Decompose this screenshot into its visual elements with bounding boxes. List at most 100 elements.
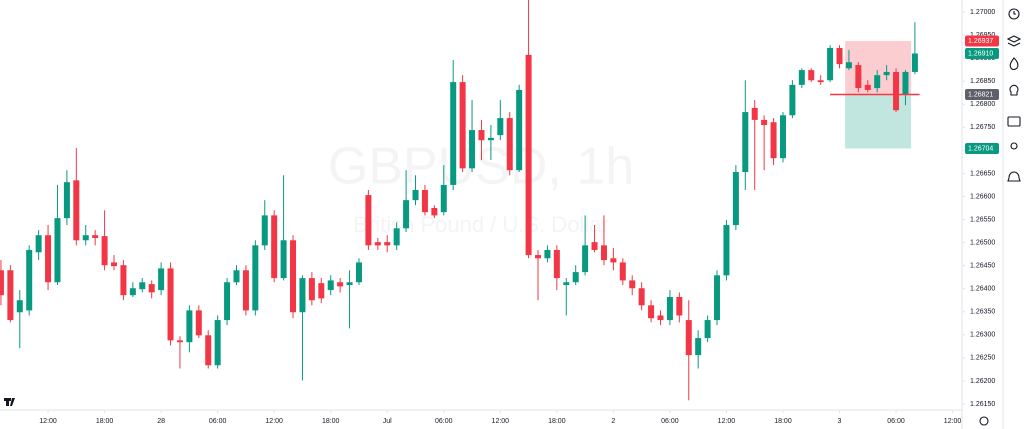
clock-hand (1013, 11, 1016, 15)
candle-body (129, 288, 136, 296)
price-badge (965, 143, 999, 155)
candle-body (205, 335, 212, 366)
candle-body (440, 184, 447, 213)
candle-body (836, 47, 843, 65)
settings-icon[interactable] (979, 416, 989, 426)
x-tick-label: Jul (383, 418, 392, 425)
y-tick-label: 1.26250 (970, 355, 995, 362)
candle-body (911, 53, 918, 72)
x-tick-label: 18:00 (322, 418, 340, 425)
hotlist-icon[interactable] (1009, 57, 1019, 71)
candle-body (450, 82, 457, 185)
candle-body (883, 71, 890, 76)
candle-body (582, 245, 589, 273)
candle-body (657, 315, 664, 321)
x-tick-label: 06:00 (661, 418, 679, 425)
candle-body (648, 305, 655, 319)
x-tick-label: 12:00 (39, 418, 57, 425)
x-tick-label: 12:00 (718, 418, 736, 425)
candle-body (789, 84, 796, 116)
candle-body (732, 172, 739, 226)
candle-body (271, 215, 278, 279)
candle-body (365, 195, 372, 246)
candle-body (723, 225, 730, 276)
candle-body (252, 245, 259, 311)
candle-body (242, 270, 249, 311)
candle-body (280, 240, 287, 279)
candle-body (139, 282, 146, 290)
candle-body (214, 320, 221, 366)
candle-body (355, 262, 362, 283)
candle-body (714, 275, 721, 321)
logo (4, 398, 15, 406)
candle-body (158, 268, 165, 291)
x-tick-label: 18:00 (774, 418, 792, 425)
candle-body (63, 182, 70, 219)
candle-body (35, 235, 42, 253)
candle-body (779, 115, 786, 159)
candle-body (82, 235, 89, 241)
y-tick-label: 1.26150 (970, 401, 995, 408)
candle-body (619, 262, 626, 281)
y-tick-label: 1.26450 (970, 262, 995, 269)
x-tick-label: 3 (838, 418, 842, 425)
candle-body (186, 310, 193, 343)
candle-body (525, 54, 532, 256)
candle-body (233, 270, 240, 283)
candle-body (742, 112, 749, 173)
candle-body (600, 245, 607, 261)
x-tick-label: 18:00 (96, 418, 114, 425)
candle-body (195, 310, 202, 336)
alert-icon[interactable] (1007, 171, 1021, 182)
y-tick-label: 1.26400 (970, 286, 995, 293)
x-tick-label: 12:00 (265, 418, 283, 425)
candle-body (808, 70, 815, 81)
y-tick-label: 1.26500 (970, 239, 995, 246)
candle-body (318, 283, 325, 299)
candle-body (327, 280, 334, 291)
candle-body (224, 282, 231, 321)
candle-body (45, 235, 52, 283)
candle-body (845, 62, 852, 69)
candle-body (16, 300, 23, 313)
price-badge-label: 1.26704 (968, 145, 993, 152)
candle-body (770, 122, 777, 159)
price-badge-label: 1.26937 (968, 38, 993, 45)
candle-body (412, 190, 419, 201)
candle-body (308, 278, 315, 301)
y-tick-label: 1.26850 (970, 78, 995, 85)
candle-body (299, 278, 306, 313)
stream-icon[interactable] (1010, 142, 1018, 150)
price-badge-label: 1.26910 (968, 50, 993, 57)
candle-body (874, 75, 881, 89)
y-tick-label: 1.27000 (970, 9, 995, 16)
candle-body (393, 228, 400, 246)
y-tick-label: 1.26750 (970, 124, 995, 131)
chat-icon[interactable] (1007, 116, 1021, 127)
x-tick-label: 06:00 (435, 418, 453, 425)
y-tick-label: 1.26600 (970, 193, 995, 200)
x-tick-label: 06:00 (887, 418, 905, 425)
candle-body (685, 320, 692, 356)
candle-body (92, 235, 99, 238)
candle-body (761, 119, 768, 125)
candle-body (176, 340, 183, 343)
candle-body (535, 255, 542, 259)
y-tick-label: 1.26550 (970, 216, 995, 223)
candle-body (346, 282, 353, 286)
ideas-icon[interactable] (1009, 84, 1019, 96)
candle-body (0, 270, 4, 296)
candle-body (516, 89, 523, 171)
candle-body (167, 268, 174, 341)
layers-icon[interactable] (1006, 35, 1022, 47)
y-tick-label: 1.26200 (970, 378, 995, 385)
candle-body (497, 118, 504, 136)
candle-body (544, 249, 551, 259)
candle-body (26, 249, 33, 311)
plot-area (0, 0, 920, 401)
y-tick-label: 1.26950 (970, 32, 995, 39)
candle-body (101, 236, 108, 266)
price-badge-label: 1.26821 (968, 91, 993, 98)
clock-icon[interactable] (1008, 8, 1020, 20)
